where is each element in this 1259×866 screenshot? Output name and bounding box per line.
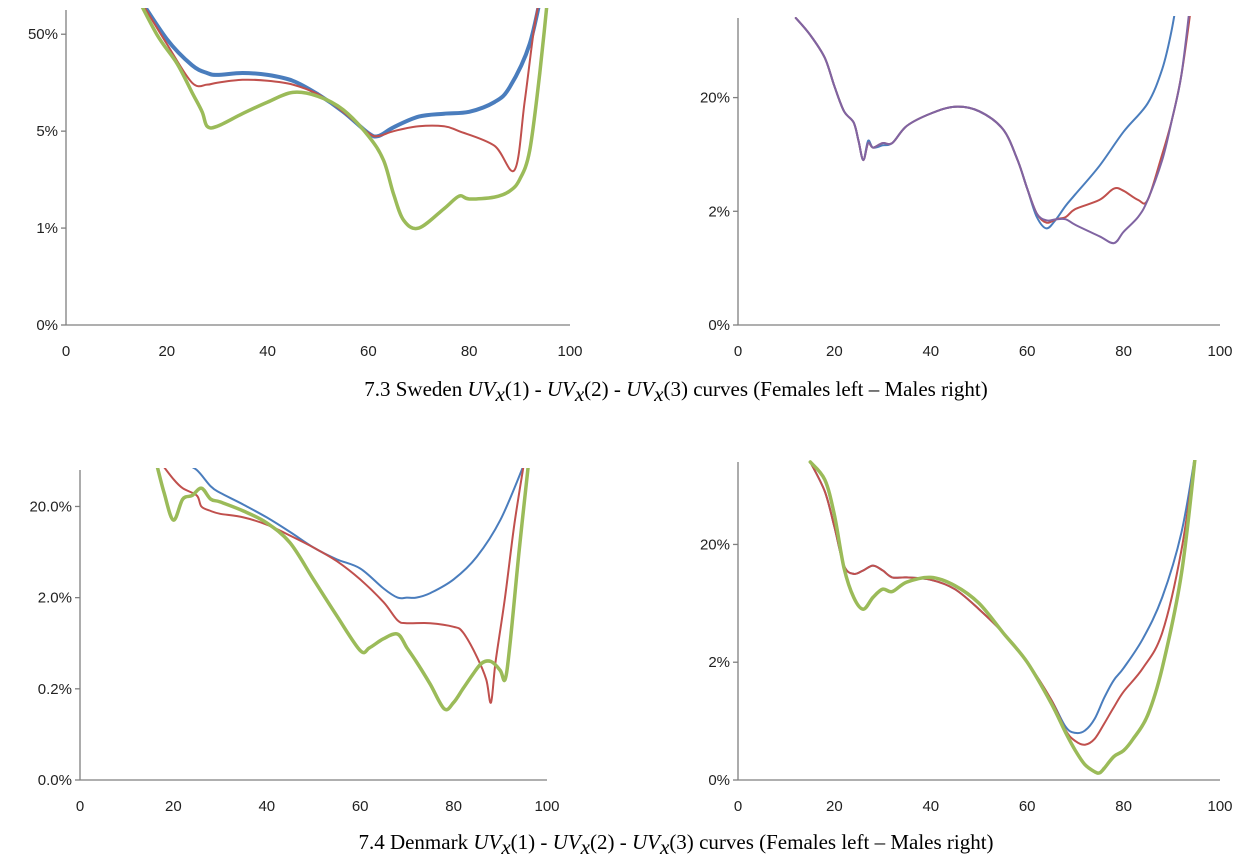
series-group xyxy=(808,460,1197,775)
x-tick-label: 60 xyxy=(1019,343,1036,360)
denmark-males-chart: 0% 2% 20% 0 20 40 60 80 100 xyxy=(700,460,1233,815)
series-line-uv3 xyxy=(808,460,1197,775)
series-group xyxy=(155,468,530,712)
sweden-females-chart: 0% 1% 5% 50% 0 20 40 60 80 100 xyxy=(28,8,583,360)
x-tick-label: 80 xyxy=(1115,798,1132,815)
x-tick-label: 0 xyxy=(62,343,70,360)
series-group xyxy=(794,16,1191,245)
x-tick-label: 60 xyxy=(1019,798,1036,815)
y-tick-label: 0% xyxy=(36,317,58,334)
denmark-caption: 7.4 Denmark UVx(1) - UVx(2) - UVx(3) cur… xyxy=(358,830,993,859)
x-tick-label: 80 xyxy=(445,798,462,815)
x-tick-label: 100 xyxy=(1207,798,1232,815)
x-tick-label: 20 xyxy=(826,343,843,360)
y-tick-label: 5% xyxy=(36,123,58,140)
series-line-uv1 xyxy=(809,460,1196,735)
x-tick-label: 20 xyxy=(158,343,175,360)
y-tick-label: 20% xyxy=(700,536,730,553)
series-line-uv2 xyxy=(809,460,1196,746)
y-tick-label: 2% xyxy=(708,203,730,220)
x-tick-label: 40 xyxy=(259,343,276,360)
x-tick-label: 20 xyxy=(165,798,182,815)
x-tick-label: 80 xyxy=(461,343,478,360)
series-line-uv3 xyxy=(140,8,549,231)
x-tick-label: 40 xyxy=(258,798,275,815)
series-line-uv2 xyxy=(163,468,525,704)
series-line-uv1 xyxy=(794,16,1176,230)
sweden-males-chart: 0% 2% 20% 0 20 40 60 80 100 xyxy=(700,16,1233,360)
series-line-uv3_sweden_males xyxy=(794,16,1190,245)
x-tick-label: 0 xyxy=(734,798,742,815)
x-tick-label: 20 xyxy=(826,798,843,815)
y-tick-label: 0.2% xyxy=(38,681,72,698)
y-tick-label: 20.0% xyxy=(29,498,72,515)
y-tick-label: 20% xyxy=(700,90,730,107)
y-tick-label: 0% xyxy=(708,772,730,789)
x-tick-label: 80 xyxy=(1115,343,1132,360)
x-tick-label: 0 xyxy=(76,798,84,815)
x-tick-label: 0 xyxy=(734,343,742,360)
x-tick-label: 40 xyxy=(922,798,939,815)
x-tick-label: 60 xyxy=(360,343,377,360)
y-tick-label: 2% xyxy=(708,654,730,671)
series-group xyxy=(140,8,549,231)
x-tick-label: 60 xyxy=(352,798,369,815)
series-line-uv1 xyxy=(143,8,541,139)
y-tick-label: 1% xyxy=(36,220,58,237)
x-tick-label: 100 xyxy=(557,343,582,360)
series-line-uv3 xyxy=(155,468,530,712)
denmark-females-chart: 0.0% 0.2% 2.0% 20.0% 0 20 40 60 80 100 xyxy=(29,468,560,815)
x-tick-label: 100 xyxy=(1207,343,1232,360)
x-tick-label: 100 xyxy=(534,798,559,815)
series-line-uv1 xyxy=(191,468,524,600)
x-tick-label: 40 xyxy=(922,343,939,360)
sweden-caption: 7.3 Sweden UVx(1) - UVx(2) - UVx(3) curv… xyxy=(364,377,987,406)
series-line-uv2 xyxy=(794,16,1191,224)
y-tick-label: 0.0% xyxy=(38,772,72,789)
y-tick-label: 0% xyxy=(708,317,730,334)
y-tick-label: 50% xyxy=(28,26,58,43)
series-line-uv2 xyxy=(143,8,539,173)
y-tick-label: 2.0% xyxy=(38,590,72,607)
